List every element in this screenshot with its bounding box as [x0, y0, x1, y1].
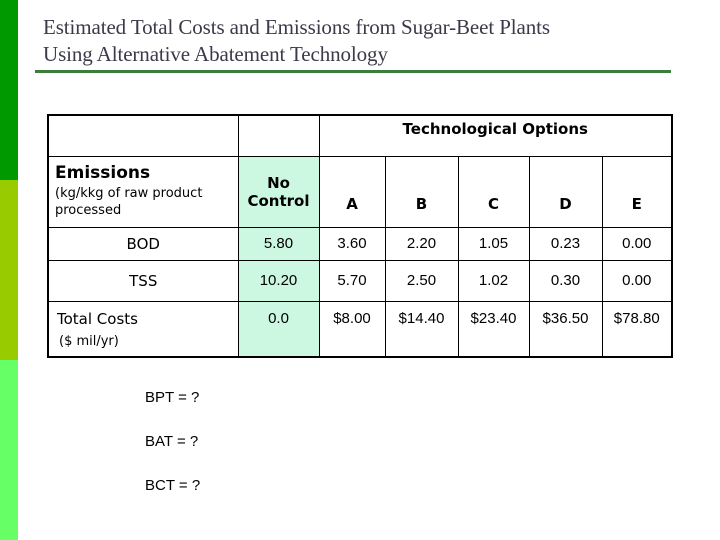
column-header-d: D — [528, 155, 603, 228]
question-bct: BCT = ? — [145, 477, 201, 494]
emissions-header: Emissions — [55, 162, 151, 183]
cell-bod-a: 3.60 — [318, 226, 386, 261]
technological-options-header: Technological Options — [318, 114, 673, 157]
cell-cost-c: $23.40 — [457, 300, 530, 358]
emissions-header-cell: Emissions (kg/kkg of raw product process… — [47, 155, 239, 228]
column-header-b: B — [384, 155, 459, 228]
cell-bod-c: 1.05 — [457, 226, 530, 261]
slide-title-line-1: Estimated Total Costs and Emissions from… — [43, 15, 550, 39]
title-underline — [35, 70, 671, 73]
cell-cost-d: $36.50 — [528, 300, 603, 358]
question-list: BPT = ? BAT = ? BCT = ? — [145, 388, 200, 520]
no-control-line-2: Control — [247, 191, 310, 210]
question-bat: BAT = ? — [145, 433, 199, 450]
column-header-c: C — [457, 155, 530, 228]
cell-cost-e: $78.80 — [601, 300, 673, 358]
side-accent-bar-top — [0, 0, 18, 180]
cell-bod-e: 0.00 — [601, 226, 673, 261]
cell-tss-a: 5.70 — [318, 259, 386, 302]
cell-cost-no-control: 0.0 — [237, 300, 320, 358]
empty-no-control-header-cell — [237, 114, 320, 157]
row-label-tss: TSS — [47, 259, 239, 302]
cell-bod-b: 2.20 — [384, 226, 459, 261]
table-column-header-row: Emissions (kg/kkg of raw product process… — [47, 155, 673, 228]
row-label-bod: BOD — [47, 226, 239, 261]
emissions-cost-table: Technological Options Emissions (kg/kkg … — [47, 114, 673, 358]
row-label-total-costs: Total Costs — [57, 309, 138, 328]
slide-title-line-2: Using Alternative Abatement Technology — [43, 42, 388, 66]
cell-cost-a: $8.00 — [318, 300, 386, 358]
question-bpt: BPT = ? — [145, 389, 200, 406]
side-accent-bar-middle — [0, 180, 18, 360]
column-header-a: A — [318, 155, 386, 228]
cell-tss-no-control: 10.20 — [237, 259, 320, 302]
cell-bod-d: 0.23 — [528, 226, 603, 261]
table-row-total-costs: Total Costs ($ mil/yr) 0.0 $8.00 $14.40 … — [47, 300, 673, 358]
cell-tss-e: 0.00 — [601, 259, 673, 302]
table-row-bod: BOD 5.80 3.60 2.20 1.05 0.23 0.00 — [47, 226, 673, 261]
table-row-tss: TSS 10.20 5.70 2.50 1.02 0.30 0.00 — [47, 259, 673, 302]
emissions-unit: (kg/kkg of raw product processed — [55, 185, 203, 218]
cell-tss-c: 1.02 — [457, 259, 530, 302]
column-header-e: E — [601, 155, 673, 228]
cell-tss-b: 2.50 — [384, 259, 459, 302]
cell-tss-d: 0.30 — [528, 259, 603, 302]
slide-title: Estimated Total Costs and Emissions from… — [43, 14, 683, 68]
empty-corner-cell — [47, 114, 239, 157]
column-header-no-control: No Control — [237, 155, 320, 228]
cell-cost-b: $14.40 — [384, 300, 459, 358]
row-sublabel-total-costs: ($ mil/yr) — [59, 333, 119, 349]
table-group-header-row: Technological Options — [47, 114, 673, 157]
side-accent-bar-bottom — [0, 360, 18, 540]
cell-bod-no-control: 5.80 — [237, 226, 320, 261]
no-control-line-1: No — [267, 173, 290, 192]
row-label-total-costs-cell: Total Costs ($ mil/yr) — [47, 300, 239, 358]
